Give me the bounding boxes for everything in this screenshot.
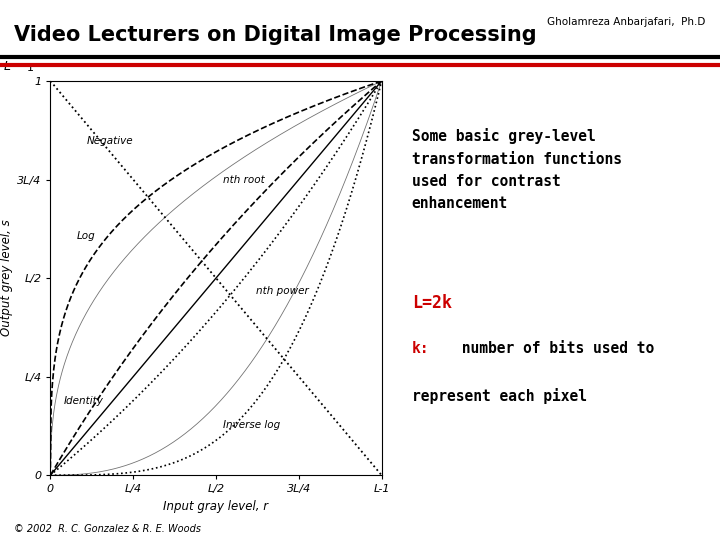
Text: © 2002  R. C. Gonzalez & R. E. Woods: © 2002 R. C. Gonzalez & R. E. Woods xyxy=(14,524,202,534)
Text: number of bits used to: number of bits used to xyxy=(453,341,654,356)
Text: represent each pixel: represent each pixel xyxy=(412,388,587,404)
Text: Log: Log xyxy=(77,231,96,241)
Text: Negative: Negative xyxy=(87,136,133,146)
Text: L=2k: L=2k xyxy=(412,294,452,312)
Text: nth power: nth power xyxy=(256,286,308,296)
Text: Inverse log: Inverse log xyxy=(222,420,280,430)
Text: 1: 1 xyxy=(27,63,34,73)
Text: k:: k: xyxy=(412,341,429,356)
X-axis label: Input gray level, r: Input gray level, r xyxy=(163,500,269,513)
Text: Identity: Identity xyxy=(63,396,104,406)
Text: Some basic grey-level
transformation functions
used for contrast
enhancement: Some basic grey-level transformation fun… xyxy=(412,129,622,211)
Text: Video Lecturers on Digital Image Processing: Video Lecturers on Digital Image Process… xyxy=(14,25,537,45)
Text: nth root: nth root xyxy=(222,176,264,186)
Y-axis label: Output grey level, s: Output grey level, s xyxy=(0,220,13,336)
Text: L: L xyxy=(4,60,11,73)
Text: Gholamreza Anbarjafari,  Ph.D: Gholamreza Anbarjafari, Ph.D xyxy=(547,17,706,26)
